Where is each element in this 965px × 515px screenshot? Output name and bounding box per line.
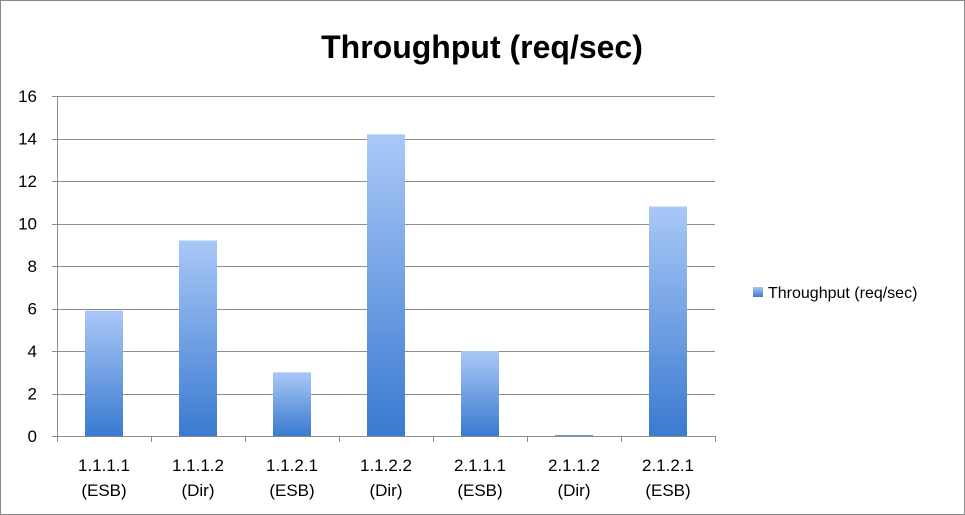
bar (555, 434, 593, 436)
x-tick-label: (ESB) (269, 481, 314, 500)
y-tick-label: 16 (18, 87, 37, 106)
x-tick-labels: 1.1.1.1 (ESB) 1.1.1.2 (Dir) 1.1.2.1 (ESB) 1.1.… (78, 456, 694, 500)
gridlines (57, 96, 715, 395)
bar (273, 372, 311, 437)
x-tick-label: (Dir) (181, 481, 214, 500)
x-tick-label: 2.1.2.1 (642, 456, 694, 475)
x-tick-label: 1.1.2.2 (360, 456, 412, 475)
bar-series (85, 134, 687, 437)
x-tick-label: 2.1.1.1 (454, 456, 506, 475)
x-tick-label: (ESB) (81, 481, 126, 500)
y-tick-labels: 0 2 4 6 8 10 12 14 16 (18, 87, 37, 446)
y-tick-label: 10 (18, 215, 37, 234)
x-tick-label: (ESB) (457, 481, 502, 500)
axes (52, 96, 716, 442)
x-tick-label: (Dir) (557, 481, 590, 500)
x-tick-label: 2.1.1.2 (548, 456, 600, 475)
legend: Throughput (req/sec) (753, 285, 917, 302)
legend-swatch (753, 287, 763, 297)
x-tick-label: 1.1.2.1 (266, 456, 318, 475)
bar (85, 310, 123, 436)
x-tick-label: 1.1.1.2 (172, 456, 224, 475)
legend-label: Throughput (req/sec) (768, 285, 917, 302)
y-tick-label: 8 (28, 257, 37, 276)
y-tick-label: 12 (18, 172, 37, 191)
y-tick-label: 6 (28, 300, 37, 319)
bar (649, 206, 687, 436)
y-tick-label: 2 (28, 385, 37, 404)
x-tick-label: (Dir) (369, 481, 402, 500)
bar (367, 134, 405, 437)
x-tick-label: (ESB) (645, 481, 690, 500)
y-tick-label: 14 (18, 130, 37, 149)
y-tick-label: 0 (28, 427, 37, 446)
bar (179, 240, 217, 436)
bar (461, 351, 499, 436)
y-tick-label: 4 (28, 342, 37, 361)
chart-title: Throughput (req/sec) (321, 29, 643, 65)
x-tick-label: 1.1.1.1 (78, 456, 130, 475)
